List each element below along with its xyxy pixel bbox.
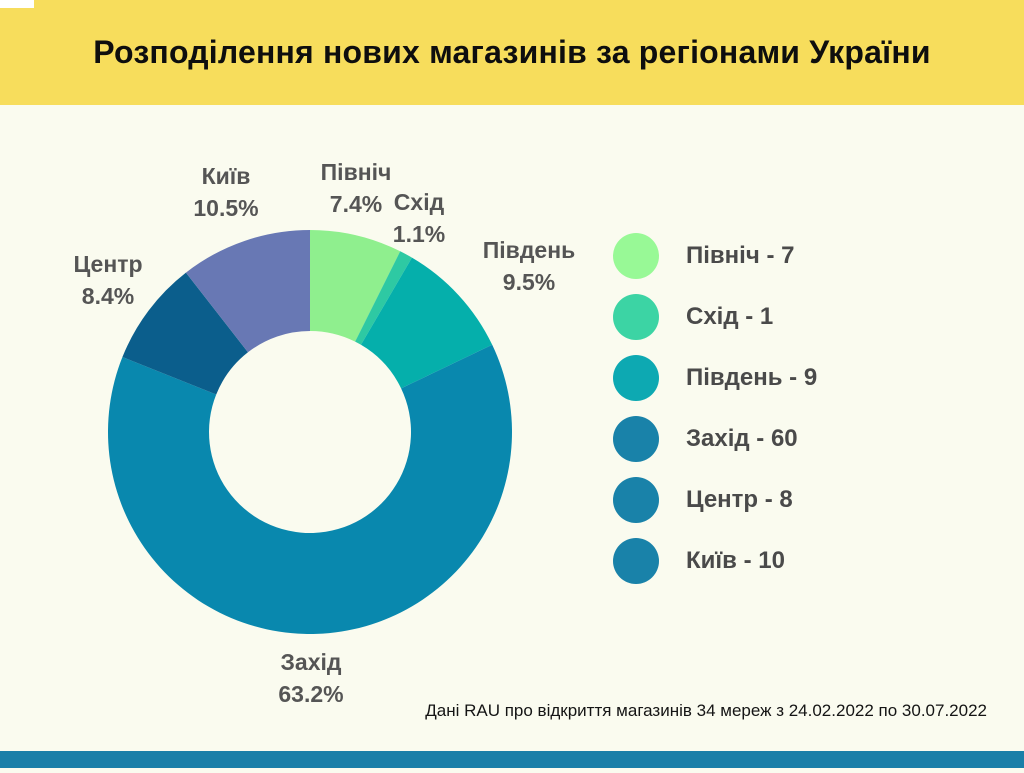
donut-slice-Київ [185, 230, 310, 353]
chart-title: Розподілення нових магазинів за регіонам… [93, 34, 931, 70]
donut-slice-Південь [360, 257, 493, 389]
slice-label-skhid: Схід 1.1% [393, 186, 445, 250]
legend-item-pivnich: Північ - 7 [613, 232, 817, 279]
legend-label: Захід - 60 [686, 424, 798, 452]
slice-label-kyiv: Київ 10.5% [193, 160, 258, 224]
slice-label-pivden: Південь 9.5% [483, 234, 575, 298]
legend-item-tsentr: Центр - 8 [613, 476, 817, 523]
slice-label-text: Захід [280, 649, 342, 675]
legend-label: Північ - 7 [686, 241, 795, 269]
donut-slice-Північ [310, 230, 401, 342]
donut-slice-Схід [355, 251, 412, 345]
legend-dot-icon [613, 354, 659, 401]
legend-item-zakhid: Захід - 60 [613, 415, 817, 462]
title-banner: Розподілення нових магазинів за регіонам… [0, 0, 1024, 105]
donut-slice-Захід [107, 344, 512, 635]
slice-label-zakhid: Захід 63.2% [278, 646, 343, 710]
legend-dot-icon [613, 415, 659, 462]
legend-dot-icon [613, 537, 659, 584]
legend-item-pivden: Південь - 9 [613, 354, 817, 401]
slice-label-tsentr: Центр 8.4% [73, 248, 142, 312]
slice-label-pct: 63.2% [278, 681, 344, 707]
slice-label-text: Північ [320, 159, 392, 185]
donut-slice-Центр [122, 272, 248, 395]
slice-label-text: Південь [482, 237, 576, 263]
legend-item-skhid: Схід - 1 [613, 293, 817, 340]
legend-label: Південь - 9 [686, 363, 818, 391]
slice-label-pct: 7.4% [329, 191, 383, 217]
bottom-accent-bar [0, 751, 1024, 768]
slice-label-pct: 1.1% [392, 221, 446, 247]
slice-label-pct: 8.4% [81, 283, 135, 309]
legend-dot-icon [613, 476, 659, 523]
legend-dot-icon [613, 232, 659, 279]
slice-label-text: Київ [201, 163, 251, 189]
legend-item-kyiv: Київ - 10 [613, 537, 817, 584]
slice-label-pivnich: Північ 7.4% [321, 156, 392, 220]
legend-label: Схід - 1 [686, 302, 774, 330]
corner-notch [0, 0, 34, 8]
slice-label-text: Схід [393, 189, 445, 215]
legend: Північ - 7 Схід - 1 Південь - 9 Захід - … [613, 232, 817, 598]
source-note: Дані RAU про відкриття магазинів 34 мере… [425, 701, 987, 720]
slice-label-pct: 10.5% [193, 195, 259, 221]
slice-label-text: Центр [73, 251, 143, 277]
legend-label: Центр - 8 [686, 485, 793, 513]
slice-label-pct: 9.5% [502, 269, 556, 295]
legend-label: Київ - 10 [686, 546, 785, 574]
legend-dot-icon [613, 293, 659, 340]
